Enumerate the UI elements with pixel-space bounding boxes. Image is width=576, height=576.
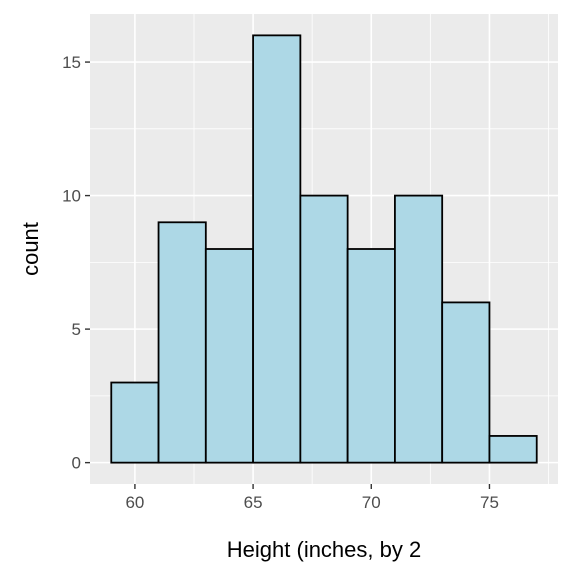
- x-axis: 60 65 70 75: [125, 484, 499, 512]
- x-tick-label: 70: [362, 493, 381, 512]
- histogram-bar: [204, 248, 254, 464]
- histogram-bar: [157, 221, 207, 464]
- histogram-bar: [346, 248, 396, 464]
- x-axis-title: Height (inches, by 2: [227, 537, 421, 562]
- y-tick-label: 0: [72, 454, 81, 473]
- histogram-bar: [252, 34, 302, 464]
- x-tick-label: 75: [480, 493, 499, 512]
- histogram-bars: [110, 34, 538, 464]
- x-tick-label: 65: [244, 493, 263, 512]
- x-tick-label: 60: [125, 493, 144, 512]
- histogram-bar: [394, 194, 444, 464]
- y-tick-label: 5: [72, 320, 81, 339]
- y-axis: 0 5 10 15: [62, 53, 90, 473]
- histogram-bar: [299, 194, 349, 464]
- y-tick-label: 10: [62, 187, 81, 206]
- y-axis-title: count: [18, 222, 43, 276]
- histogram-bar: [488, 435, 538, 464]
- histogram-bar: [110, 381, 160, 464]
- y-tick-label: 15: [62, 53, 81, 72]
- histogram-bar: [441, 301, 491, 464]
